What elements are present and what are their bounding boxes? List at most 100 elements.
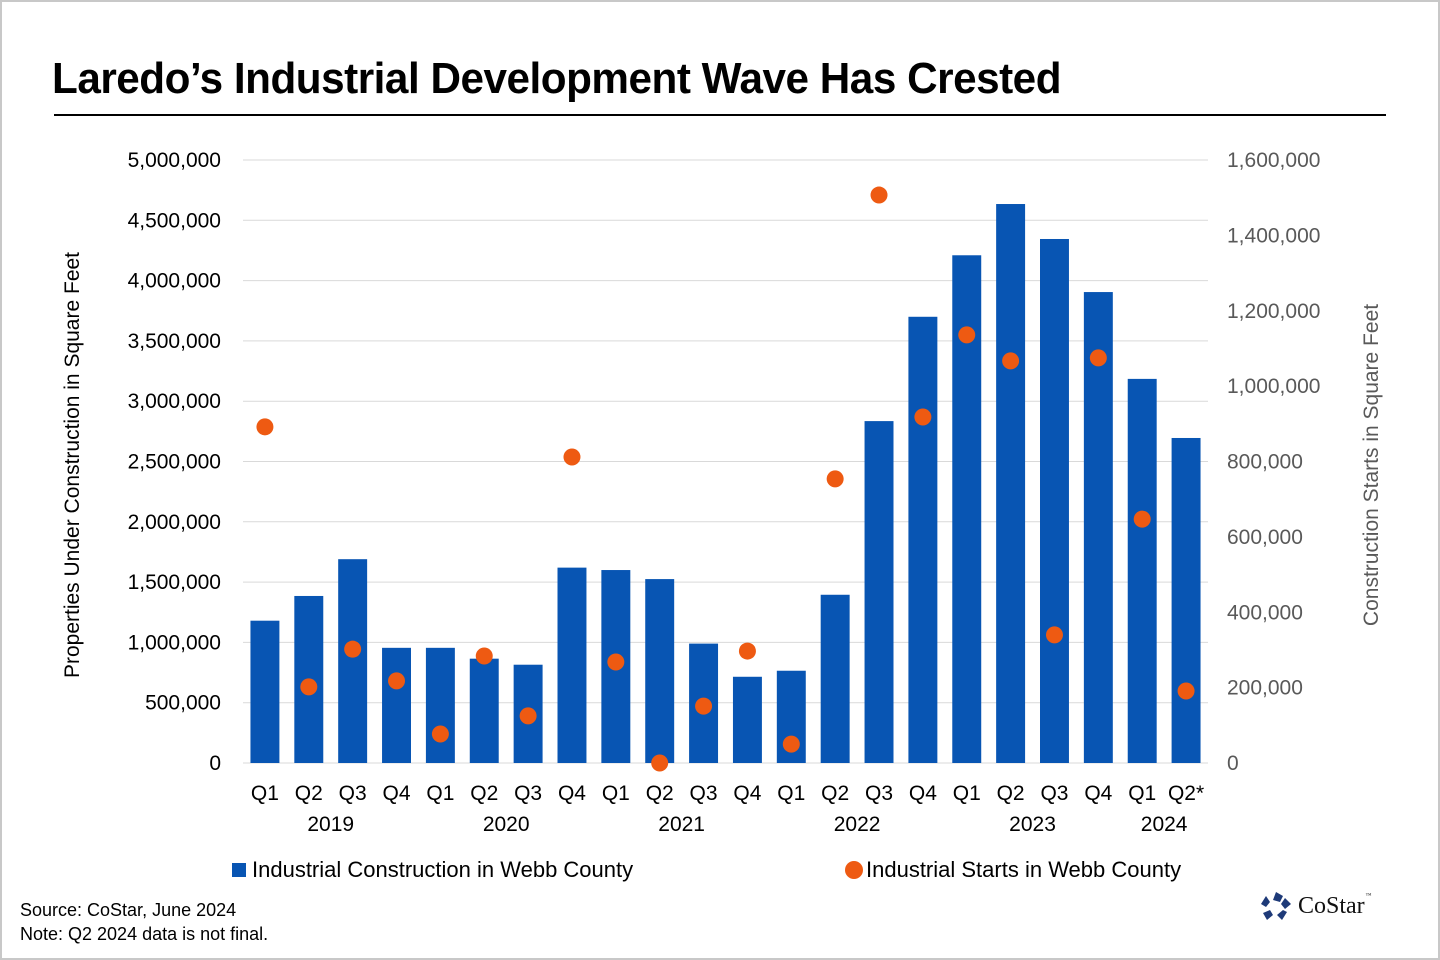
- scatter-point: [695, 697, 713, 715]
- bar: [250, 620, 280, 763]
- x-category-label: Q4: [733, 782, 761, 805]
- left-tick-label: 1,500,000: [128, 571, 221, 594]
- scatter-point: [738, 642, 756, 660]
- scatter-point: [300, 678, 318, 696]
- scatter-point: [1177, 682, 1195, 700]
- scatter-point: [782, 735, 800, 753]
- scatter-point: [826, 470, 844, 488]
- right-tick-label: 200,000: [1227, 677, 1303, 700]
- scatter-point: [519, 707, 537, 725]
- logo-text: CoStar: [1298, 892, 1365, 919]
- x-axis-category-labels: Q1 Q2 Q3 Q4 Q1 Q2 Q3 Q4 Q1 Q2 Q3 Q4 Q1 Q2 Q3 Q4 Q1 Q2 Q3 Q4…: [251, 782, 1204, 805]
- right-tick-label: 600,000: [1227, 526, 1303, 549]
- bar: [557, 567, 587, 763]
- x-category-label: Q2: [997, 782, 1025, 805]
- x-year-label: 2022: [834, 813, 881, 836]
- left-tick-label: 3,500,000: [128, 330, 221, 353]
- left-tick-label: 500,000: [145, 692, 221, 715]
- x-year-label: 2020: [483, 813, 530, 836]
- bar: [1083, 292, 1113, 763]
- right-tick-label: 1,200,000: [1227, 300, 1320, 323]
- x-category-label: Q1: [251, 782, 279, 805]
- scatter-point: [958, 326, 976, 344]
- bar: [382, 647, 411, 763]
- scatter-point: [431, 725, 449, 743]
- left-tick-label: 0: [209, 752, 221, 775]
- bar: [908, 316, 938, 763]
- right-tick-label: 0: [1227, 752, 1239, 775]
- bar: [1171, 437, 1201, 763]
- x-category-label: Q1: [426, 782, 454, 805]
- legend-square-marker: [232, 863, 246, 877]
- bar: [469, 658, 499, 763]
- bar: [864, 421, 894, 763]
- x-year-label: 2024: [1141, 813, 1188, 836]
- bar: [645, 579, 675, 763]
- bar: [1127, 378, 1157, 763]
- data-note: Note: Q2 2024 data is not final.: [20, 924, 269, 944]
- x-category-label: Q3: [339, 782, 367, 805]
- x-year-label: 2019: [307, 813, 354, 836]
- bar: [425, 647, 455, 763]
- x-category-label: Q1: [1128, 782, 1156, 805]
- legend-label: Industrial Starts in Webb County: [866, 857, 1182, 882]
- bar: [820, 594, 850, 763]
- x-category-label: Q1: [953, 782, 981, 805]
- x-category-label: Q3: [514, 782, 542, 805]
- x-year-label: 2023: [1009, 813, 1056, 836]
- legend-label: Industrial Construction in Webb County: [252, 857, 634, 882]
- trademark-symbol: ™: [1365, 892, 1372, 899]
- bar: [338, 559, 368, 763]
- left-tick-label: 2,000,000: [128, 511, 221, 534]
- x-category-label: Q3: [690, 782, 718, 805]
- right-tick-label: 1,600,000: [1227, 149, 1320, 172]
- right-tick-label: 1,000,000: [1227, 375, 1320, 398]
- left-axis-title: Properties Under Construction in Square …: [61, 252, 84, 678]
- x-category-label: Q2*: [1168, 782, 1204, 805]
- x-category-label: Q2: [646, 782, 674, 805]
- x-category-label: Q4: [558, 782, 586, 805]
- title-underline: [54, 114, 1386, 116]
- costar-star-icon: [1261, 892, 1291, 920]
- x-category-label: Q1: [777, 782, 805, 805]
- right-tick-label: 800,000: [1227, 451, 1303, 474]
- scatter-point: [914, 408, 932, 426]
- scatter-point: [344, 640, 362, 658]
- scatter-point: [475, 647, 493, 665]
- x-category-label: Q2: [470, 782, 498, 805]
- bar: [1040, 238, 1069, 764]
- scatter-point: [256, 418, 274, 436]
- bar: [732, 676, 762, 763]
- right-tick-label: 400,000: [1227, 601, 1303, 624]
- logo-wordmark: CoStar™: [1298, 893, 1372, 920]
- left-tick-label: 4,500,000: [128, 209, 221, 232]
- scatter-point: [1045, 626, 1063, 644]
- scatter-point: [563, 448, 581, 466]
- x-axis-year-labels: 2019 2020 2021 2022 2023 2024: [307, 813, 1187, 836]
- left-axis-ticks: 0 500,000 1,000,000 1,500,000 2,000,000 2,500…: [128, 149, 221, 775]
- source-note: Source: CoStar, June 2024: [20, 900, 237, 920]
- legend-item-construction: Industrial Construction in Webb County: [232, 857, 633, 883]
- scatter-series: [256, 186, 1195, 772]
- scatter-point: [1133, 510, 1151, 528]
- scatter-point: [870, 186, 888, 204]
- footer-notes: Source: CoStar, June 2024 Note: Q2 2024 …: [20, 898, 268, 946]
- scatter-point: [607, 653, 625, 671]
- x-category-label: Q4: [1084, 782, 1112, 805]
- x-category-label: Q3: [865, 782, 893, 805]
- x-category-label: Q3: [1040, 782, 1068, 805]
- right-axis-ticks: 0 200,000 400,000 600,000 800,000 1,000,000 1,…: [1227, 149, 1320, 775]
- x-category-label: Q4: [909, 782, 937, 805]
- scatter-point: [388, 672, 406, 690]
- left-tick-label: 5,000,000: [128, 149, 221, 172]
- bar-series: [250, 204, 1201, 764]
- scatter-point: [1002, 352, 1020, 370]
- left-tick-label: 2,500,000: [128, 451, 221, 474]
- x-year-label: 2021: [658, 813, 705, 836]
- bar: [996, 204, 1026, 764]
- chart-title: Laredo’s Industrial Development Wave Has…: [52, 54, 1062, 103]
- right-axis-title: Construction Starts in Square Feet: [1360, 304, 1383, 626]
- costar-logo: CoStar™: [1260, 891, 1372, 921]
- left-tick-label: 4,000,000: [128, 270, 221, 293]
